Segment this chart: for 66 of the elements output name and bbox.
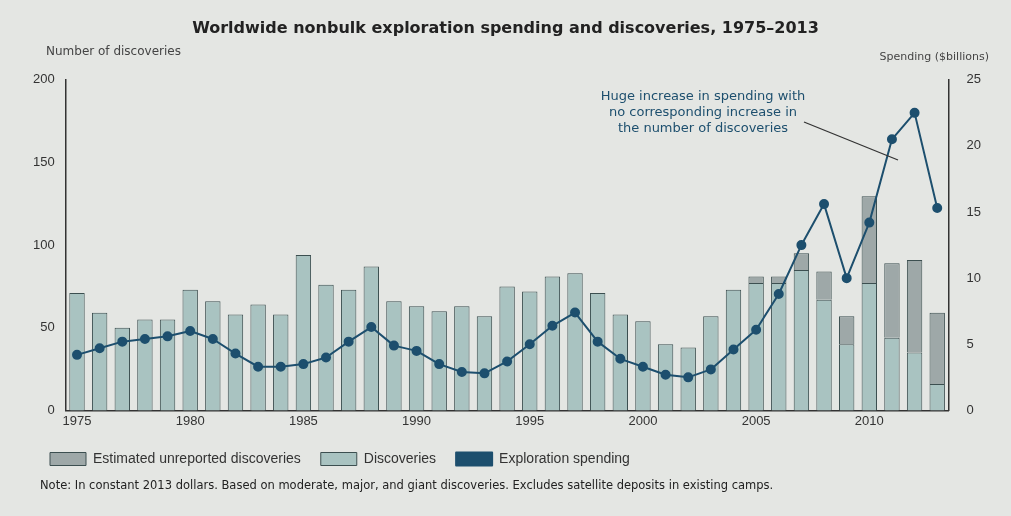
- point: [321, 352, 332, 363]
- chart-title: Worldwide nonbulk exploration spending and discoveries, 1975–2013: [191, 18, 820, 37]
- point: [479, 368, 490, 379]
- point: [524, 339, 535, 350]
- point: [456, 367, 467, 378]
- point: [185, 326, 196, 337]
- point: [366, 322, 377, 333]
- point: [72, 349, 83, 360]
- point: [94, 343, 105, 354]
- x-tick-label: 2010: [854, 412, 884, 428]
- point: [570, 307, 581, 318]
- x-tick-label: 1975: [62, 412, 92, 428]
- point: [275, 361, 286, 372]
- legend-label: Exploration spending: [499, 449, 630, 466]
- point: [683, 372, 694, 383]
- point: [162, 331, 173, 342]
- point: [230, 348, 241, 359]
- point: [388, 340, 399, 351]
- point: [819, 199, 830, 210]
- legend-label: Discoveries: [363, 449, 437, 466]
- point: [886, 134, 897, 145]
- y-tick-label: 200: [32, 71, 55, 87]
- y-axis-title: Number of discoveries: [46, 44, 181, 58]
- point: [932, 203, 943, 214]
- point: [615, 353, 626, 364]
- y-tick-label: 100: [32, 236, 55, 252]
- x-tick-label: 1980: [175, 412, 205, 428]
- x-tick-label: 1985: [288, 412, 318, 428]
- point: [253, 361, 264, 372]
- point: [841, 273, 852, 284]
- x-tick-label: 2005: [741, 412, 771, 428]
- point: [592, 336, 603, 347]
- point: [796, 240, 807, 251]
- y-tick-label: 50: [40, 319, 55, 335]
- point: [728, 344, 739, 355]
- point: [298, 359, 309, 370]
- point: [207, 333, 218, 344]
- x-tick-label: 2000: [628, 412, 658, 428]
- y-tick-label: 0: [47, 401, 55, 417]
- x-tick-label: 1995: [515, 412, 545, 428]
- annotation: Huge increase in spending with no corresponding increase in the number of discoveries: [599, 88, 807, 136]
- point: [502, 356, 513, 367]
- y2-tick-label: 0: [966, 401, 974, 417]
- text: Note: In constant 2013 dollars. Based on moderate, major, and giant discoveries. Excludes satellite deposits in existing camps.: [40, 478, 774, 492]
- y2-tick-label: 5: [966, 335, 974, 351]
- point: [434, 359, 445, 370]
- point: [909, 107, 920, 118]
- y2-tick-label: 20: [966, 137, 982, 153]
- point: [411, 345, 422, 356]
- point: [637, 361, 648, 372]
- y2-tick-label: 10: [966, 269, 982, 285]
- point: [751, 324, 762, 335]
- point: [343, 336, 354, 347]
- point: [547, 320, 558, 331]
- y2-tick-label: 25: [966, 71, 982, 87]
- point: [705, 364, 716, 375]
- y2-tick-label: 15: [966, 203, 982, 219]
- y-tick-label: 150: [32, 154, 55, 170]
- point: [139, 333, 150, 344]
- point: [773, 289, 784, 300]
- legend-label: Estimated unreported discoveries: [93, 449, 301, 466]
- x-tick-label: 1990: [402, 412, 432, 428]
- point: [117, 336, 128, 347]
- point: [660, 369, 671, 380]
- y2-axis-title: Spending ($billions): [879, 50, 989, 63]
- point: [864, 217, 875, 228]
